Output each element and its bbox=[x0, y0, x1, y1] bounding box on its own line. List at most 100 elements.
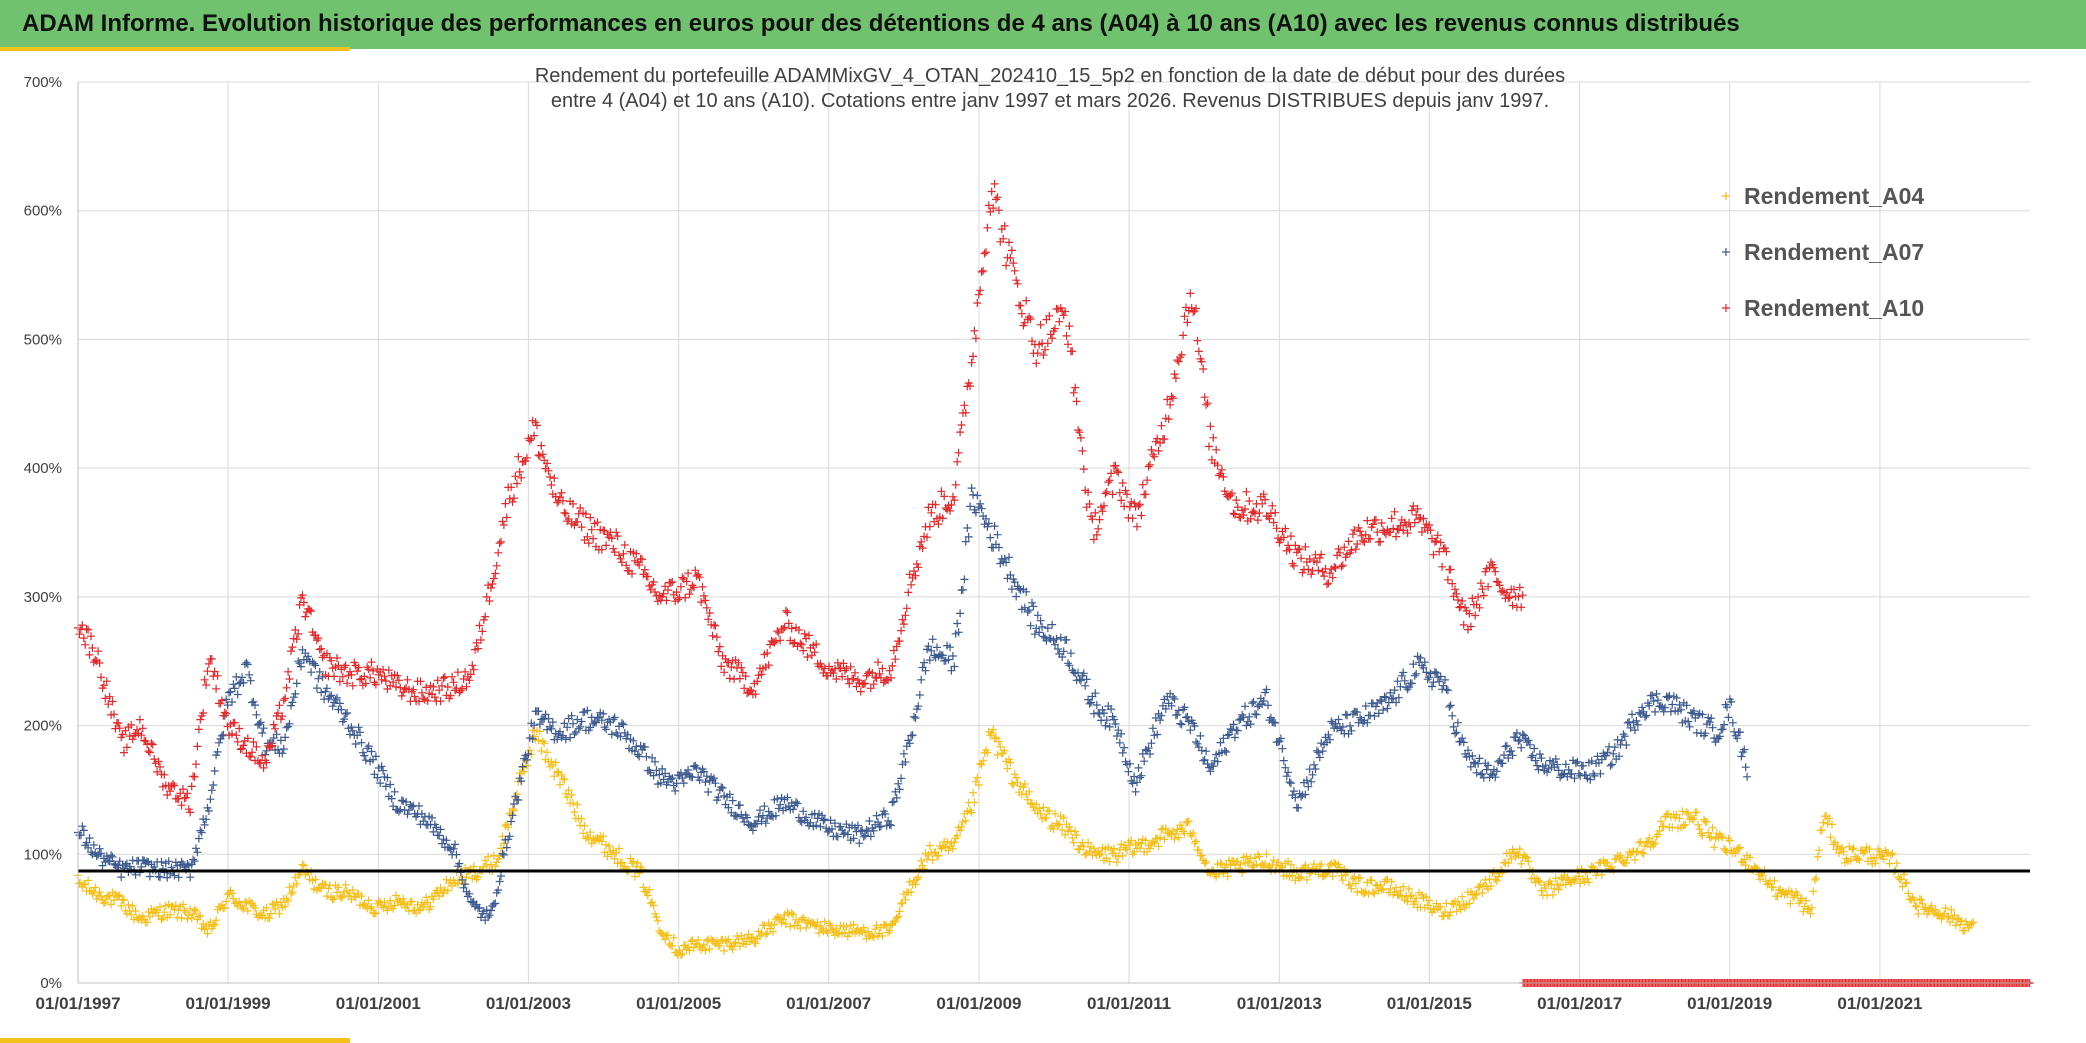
data-point bbox=[1055, 317, 1064, 326]
data-point bbox=[492, 561, 501, 570]
chart-title-line-2: entre 4 (A04) et 10 ans (A10). Cotations… bbox=[551, 90, 1549, 112]
data-point bbox=[1392, 698, 1401, 707]
data-point bbox=[563, 793, 572, 802]
data-point bbox=[800, 629, 809, 638]
data-point bbox=[287, 647, 295, 656]
data-point bbox=[1138, 749, 1147, 758]
data-point bbox=[1294, 803, 1303, 812]
data-point bbox=[607, 730, 616, 739]
data-point bbox=[1523, 853, 1531, 862]
data-point bbox=[1661, 703, 1670, 712]
data-point bbox=[925, 522, 934, 531]
data-point bbox=[1498, 586, 1507, 595]
data-point bbox=[504, 823, 513, 832]
data-point bbox=[1379, 885, 1388, 894]
data-point bbox=[192, 844, 200, 853]
data-point bbox=[705, 609, 714, 617]
data-point bbox=[1007, 779, 1016, 788]
data-point bbox=[1505, 593, 1514, 602]
data-point bbox=[1353, 888, 1362, 897]
data-point bbox=[1246, 514, 1255, 523]
data-point bbox=[1723, 848, 1731, 857]
data-point bbox=[776, 636, 785, 645]
data-point bbox=[662, 596, 671, 605]
x-tick-label: 01/01/2001 bbox=[336, 994, 421, 1013]
data-point bbox=[1223, 872, 1232, 881]
data-point bbox=[566, 733, 575, 742]
data-point bbox=[892, 914, 901, 922]
data-point bbox=[724, 658, 733, 667]
data-point bbox=[1026, 621, 1035, 630]
data-point bbox=[1128, 850, 1137, 859]
data-point bbox=[977, 504, 986, 513]
data-point bbox=[1078, 446, 1087, 455]
data-point bbox=[249, 738, 258, 746]
data-point bbox=[127, 910, 136, 919]
data-point bbox=[1835, 849, 1844, 857]
data-point bbox=[419, 694, 428, 703]
data-point bbox=[1452, 728, 1461, 737]
data-point bbox=[1347, 726, 1356, 735]
data-point bbox=[1449, 722, 1458, 731]
data-point bbox=[1302, 875, 1311, 884]
data-point bbox=[1259, 490, 1268, 499]
data-point bbox=[1390, 686, 1399, 695]
data-point bbox=[1241, 505, 1249, 513]
data-point bbox=[1897, 875, 1906, 884]
data-point bbox=[360, 672, 369, 681]
data-point bbox=[993, 750, 1002, 759]
data-point bbox=[1016, 301, 1025, 310]
data-point bbox=[1196, 731, 1205, 740]
data-point bbox=[685, 946, 694, 955]
data-point bbox=[1091, 508, 1100, 517]
data-point bbox=[553, 498, 562, 507]
data-point bbox=[242, 658, 251, 667]
data-point bbox=[957, 822, 966, 831]
data-point bbox=[704, 788, 713, 796]
data-point bbox=[1425, 673, 1434, 682]
data-point bbox=[581, 510, 590, 518]
data-point bbox=[528, 734, 537, 743]
data-point bbox=[279, 745, 288, 753]
data-point bbox=[327, 656, 336, 665]
data-point bbox=[255, 719, 264, 728]
data-point bbox=[379, 766, 388, 775]
data-point bbox=[687, 937, 695, 946]
data-point bbox=[423, 898, 432, 907]
data-point bbox=[1871, 859, 1880, 868]
data-point bbox=[1029, 602, 1038, 611]
data-point bbox=[230, 684, 239, 693]
data-point bbox=[553, 767, 562, 776]
data-point bbox=[730, 939, 739, 948]
data-point bbox=[725, 790, 734, 799]
data-point bbox=[1202, 747, 1211, 756]
data-point bbox=[1399, 882, 1408, 891]
data-point bbox=[865, 817, 874, 825]
data-point bbox=[1115, 488, 1124, 497]
data-point bbox=[1632, 716, 1641, 725]
data-point bbox=[1010, 266, 1019, 275]
data-point bbox=[817, 811, 826, 820]
data-point bbox=[1225, 730, 1234, 739]
data-point bbox=[1561, 760, 1570, 769]
data-point bbox=[1082, 675, 1091, 684]
data-point bbox=[812, 821, 821, 830]
data-point bbox=[97, 673, 105, 682]
data-point bbox=[679, 779, 688, 788]
data-point bbox=[520, 767, 529, 776]
data-point bbox=[786, 922, 795, 931]
data-point bbox=[1068, 833, 1077, 842]
data-point bbox=[1425, 896, 1434, 905]
data-point bbox=[1197, 746, 1206, 755]
data-point bbox=[535, 720, 544, 729]
data-point bbox=[1507, 854, 1516, 863]
data-point bbox=[620, 541, 629, 549]
data-point bbox=[1413, 504, 1422, 513]
data-point bbox=[449, 678, 458, 687]
data-point bbox=[1266, 509, 1275, 518]
data-point bbox=[1025, 313, 1034, 322]
data-point bbox=[812, 640, 821, 649]
data-point bbox=[1548, 890, 1557, 899]
data-point bbox=[335, 677, 344, 686]
data-point bbox=[315, 645, 324, 654]
